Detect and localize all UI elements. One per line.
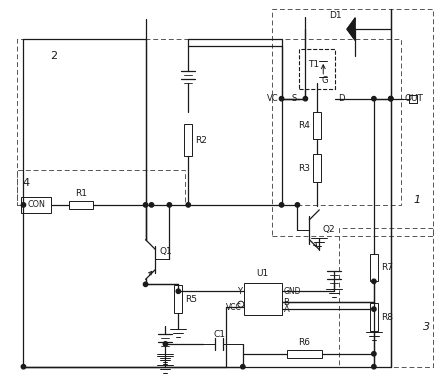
- Circle shape: [295, 203, 299, 207]
- Circle shape: [389, 97, 393, 101]
- Bar: [184, 125, 192, 156]
- Bar: [287, 350, 322, 358]
- Text: T1: T1: [308, 60, 319, 70]
- Text: R2: R2: [195, 136, 207, 145]
- Circle shape: [238, 301, 244, 307]
- Circle shape: [372, 364, 376, 369]
- Text: 2: 2: [50, 51, 57, 61]
- Bar: [16, 39, 400, 205]
- Circle shape: [303, 97, 307, 101]
- Text: B: B: [284, 298, 289, 307]
- Text: 3: 3: [423, 322, 430, 332]
- Circle shape: [186, 203, 190, 207]
- Text: VCC: VCC: [226, 303, 242, 312]
- Text: C1: C1: [213, 330, 225, 340]
- Bar: [313, 154, 321, 182]
- Bar: [299, 49, 335, 89]
- Circle shape: [21, 203, 26, 207]
- Text: Q1: Q1: [159, 247, 172, 256]
- Polygon shape: [347, 18, 355, 40]
- Bar: [370, 303, 378, 331]
- Text: 1: 1: [413, 195, 420, 205]
- Text: Q2: Q2: [322, 225, 335, 234]
- Circle shape: [280, 97, 284, 101]
- Circle shape: [280, 203, 284, 207]
- Bar: [175, 285, 182, 313]
- Text: R1: R1: [75, 189, 87, 198]
- Text: VC: VC: [267, 94, 279, 103]
- Text: GND: GND: [284, 287, 301, 296]
- Text: R4: R4: [299, 121, 311, 130]
- Text: A: A: [284, 304, 289, 314]
- Circle shape: [163, 342, 167, 346]
- Text: R5: R5: [185, 295, 197, 304]
- Text: D: D: [338, 94, 345, 103]
- Text: 4: 4: [23, 178, 30, 188]
- Circle shape: [372, 279, 376, 283]
- Bar: [370, 254, 378, 281]
- Bar: [16, 170, 185, 205]
- Bar: [244, 283, 282, 315]
- Text: R6: R6: [299, 338, 311, 347]
- Circle shape: [241, 364, 245, 369]
- Text: R8: R8: [381, 312, 393, 322]
- Circle shape: [372, 351, 376, 356]
- Text: R3: R3: [298, 163, 311, 173]
- Circle shape: [149, 203, 154, 207]
- Text: S: S: [291, 94, 296, 103]
- Circle shape: [144, 282, 148, 286]
- Text: U1: U1: [256, 269, 269, 278]
- Bar: [272, 9, 433, 236]
- Text: G: G: [321, 76, 328, 85]
- Circle shape: [389, 97, 393, 101]
- Circle shape: [167, 203, 171, 207]
- Circle shape: [144, 203, 148, 207]
- Circle shape: [176, 289, 180, 293]
- Bar: [69, 201, 93, 209]
- Text: D1: D1: [329, 11, 342, 20]
- Bar: [339, 228, 433, 367]
- Circle shape: [372, 307, 376, 311]
- Bar: [313, 112, 321, 139]
- Text: OUT: OUT: [404, 94, 424, 103]
- Text: R7: R7: [381, 263, 393, 272]
- Circle shape: [21, 364, 26, 369]
- Text: CON: CON: [27, 201, 45, 209]
- Bar: [21, 197, 51, 213]
- Text: Y: Y: [237, 287, 242, 296]
- Circle shape: [372, 97, 376, 101]
